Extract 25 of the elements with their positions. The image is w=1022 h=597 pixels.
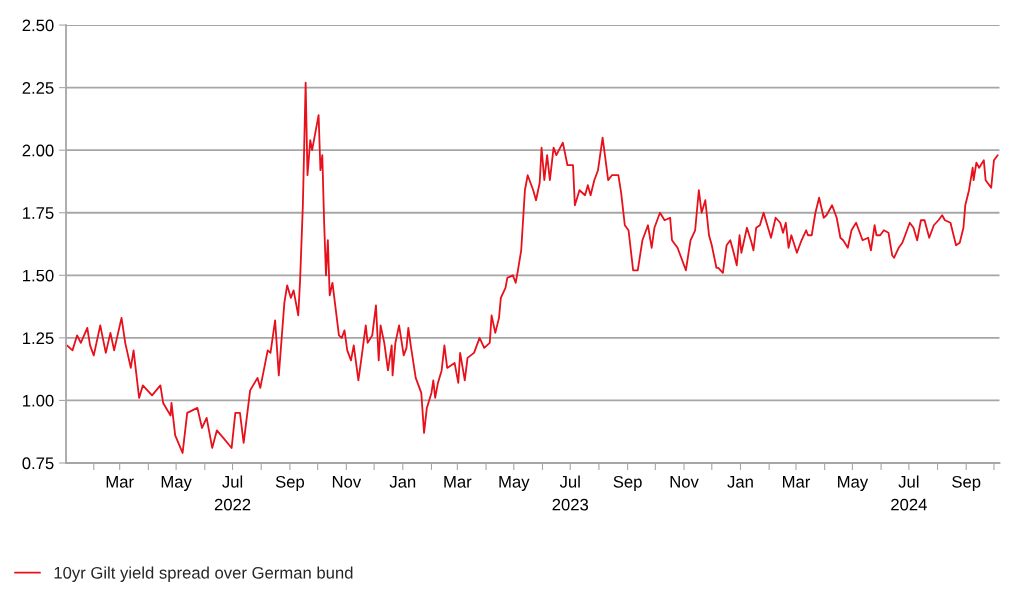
y-tick-label: 2.50: [22, 19, 54, 32]
x-tick-label: Nov: [670, 476, 699, 488]
y-tick-label: 2.25: [22, 82, 54, 94]
x-tick-label: Mar: [106, 476, 134, 488]
legend-label: 10yr Gilt yield spread over German bund: [54, 566, 353, 582]
y-tick-label: 1.50: [23, 269, 54, 282]
y-tick-label: 1.75: [23, 207, 54, 219]
y-tick-label: 0.75: [22, 457, 54, 470]
x-tick-label: Jan: [727, 476, 753, 488]
x-tick-label: Sep: [275, 475, 305, 492]
x-tick-label: Jul 2023: [552, 475, 589, 511]
x-tick-label: Sep: [952, 475, 981, 492]
x-tick-label: Jul 2024: [891, 475, 927, 511]
x-tick-label: May: [838, 476, 869, 492]
x-tick-label: Jul 2022: [214, 475, 251, 511]
x-tick-label: Mar: [444, 476, 472, 488]
x-tick-label: Nov: [332, 476, 362, 488]
y-tick-label: 1.00: [23, 394, 54, 407]
y-tick-label: 1.25: [23, 332, 54, 345]
x-tick-label: May: [161, 476, 192, 492]
x-tick-label: Mar: [783, 476, 811, 488]
x-tick-label: Sep: [613, 475, 642, 492]
x-tick-label: May: [499, 476, 530, 492]
y-tick-label: 2.00: [22, 144, 54, 157]
x-tick-label: Jan: [389, 476, 416, 488]
